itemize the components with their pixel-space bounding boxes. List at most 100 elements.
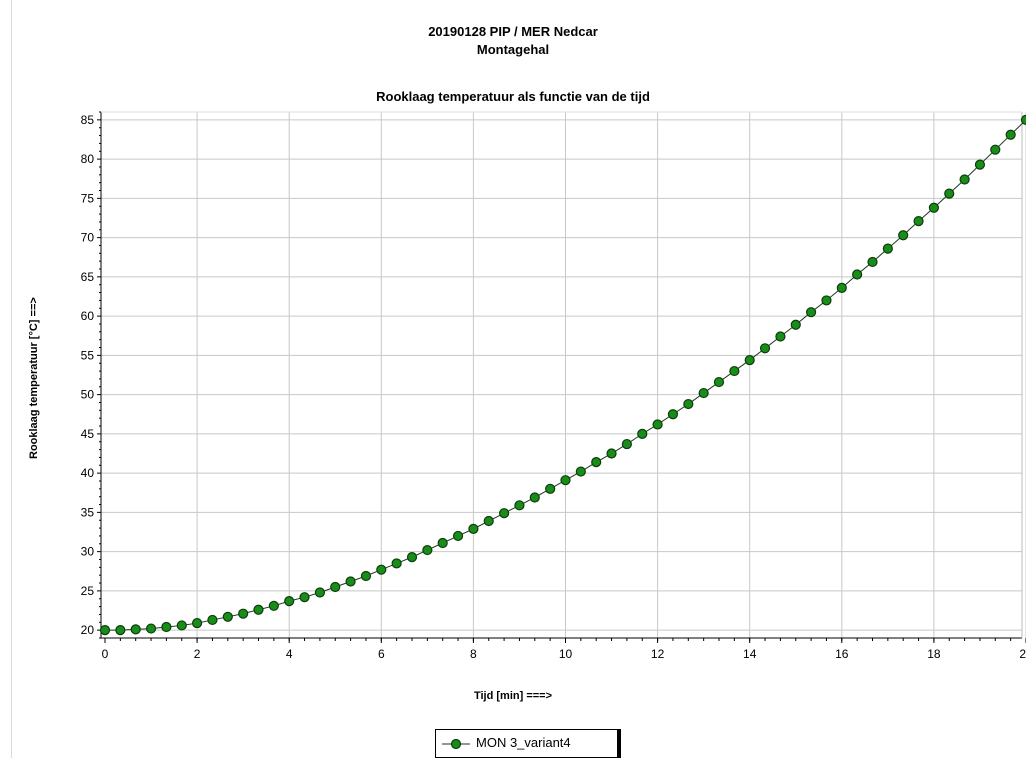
data-point (606, 448, 617, 459)
data-point (836, 282, 847, 293)
data-point (345, 576, 356, 587)
x-axis-label: Tijd [min] ===> (473, 690, 553, 702)
y-tick-label: 65 (81, 270, 95, 284)
data-point (176, 620, 187, 631)
y-axis-label: Rooklaag temperatuur [°C] ==> (28, 297, 40, 459)
data-point (99, 625, 111, 636)
data-point (621, 438, 632, 450)
y-tick-label: 75 (81, 191, 95, 205)
data-point (852, 269, 863, 280)
data-point (591, 457, 602, 468)
data-point (944, 188, 955, 199)
data-point (207, 614, 218, 626)
data-point (268, 600, 279, 611)
x-tick-label: 16 (835, 647, 849, 661)
data-point (238, 608, 249, 619)
y-tick-label: 60 (81, 309, 95, 323)
x-tick-label: 0 (102, 647, 109, 661)
y-tick-label: 35 (81, 505, 95, 519)
data-point (514, 500, 525, 511)
legend-marker-icon (442, 738, 470, 750)
data-point (713, 376, 725, 388)
y-tick-label: 50 (81, 388, 95, 402)
data-point (667, 409, 679, 420)
y-tick-label: 30 (81, 545, 95, 559)
series-layer (99, 114, 1026, 636)
data-point (759, 343, 771, 354)
data-point (990, 144, 1001, 155)
data-point (683, 398, 694, 410)
x-tick-label: 2 (194, 647, 201, 661)
chart-subtitle: Montagehal (476, 42, 550, 57)
data-point (652, 419, 663, 430)
data-point (452, 530, 464, 542)
data-point (314, 587, 326, 598)
data-point (775, 331, 786, 342)
data-point (222, 611, 233, 622)
data-point (376, 564, 387, 575)
data-point (974, 159, 986, 170)
axes (100, 111, 1023, 639)
data-point (360, 570, 372, 582)
y-tick-label: 55 (81, 348, 95, 362)
data-point (253, 604, 264, 615)
y-tick-label: 80 (81, 152, 95, 166)
x-tick-label: 12 (651, 647, 665, 661)
y-tick-label: 25 (81, 584, 95, 598)
y-tick-label: 70 (81, 231, 95, 245)
data-point (898, 230, 909, 241)
data-point (391, 558, 402, 569)
page-left-border (11, 0, 12, 758)
legend-label: MON 3_variant4 (476, 735, 571, 750)
data-point (928, 202, 940, 213)
data-point (499, 508, 510, 519)
data-point (130, 624, 141, 635)
data-point (1020, 114, 1026, 125)
data-point (575, 466, 586, 477)
data-point (744, 354, 755, 366)
data-point (145, 623, 157, 634)
data-point (545, 483, 556, 494)
chart-title: 20190128 PIP / MER Nedcar (428, 24, 598, 39)
data-point (637, 428, 648, 439)
grid-lines (101, 112, 1026, 638)
plot-title: Rooklaag temperatuur als functie van de … (376, 89, 650, 104)
x-tick-label: 6 (378, 647, 385, 661)
data-point (790, 319, 801, 330)
data-point (882, 243, 893, 254)
y-tick-label: 40 (81, 466, 95, 480)
data-point (422, 544, 433, 556)
x-tick-label: 20 (1019, 647, 1026, 661)
data-point (959, 174, 970, 185)
x-tick-label: 14 (743, 647, 757, 661)
data-point (284, 596, 295, 607)
tick-marks (97, 111, 1026, 643)
data-point (560, 475, 571, 486)
data-point (437, 537, 448, 549)
data-point (161, 621, 172, 633)
data-point (729, 365, 740, 377)
y-tick-label: 20 (81, 623, 95, 637)
data-point (805, 307, 817, 318)
y-tick-label: 85 (81, 113, 95, 127)
data-point (468, 523, 479, 534)
data-point (529, 492, 540, 503)
data-point (330, 581, 341, 593)
data-point (192, 617, 203, 629)
tick-labels: 20 25 30 35 40 45 50 55 60 65 70 75 80 85 0 2 4 6 8 10 12 14 1… (81, 113, 1026, 661)
data-point (698, 387, 709, 399)
data-point (1005, 129, 1016, 140)
data-point (115, 625, 126, 636)
x-tick-label: 8 (470, 647, 477, 661)
y-tick-label: 45 (81, 427, 95, 441)
x-tick-label: 4 (286, 647, 293, 661)
data-point (483, 515, 494, 527)
data-point (913, 216, 924, 227)
x-tick-label: 10 (559, 647, 573, 661)
legend: MON 3_variant4 (435, 729, 618, 758)
data-point (867, 256, 878, 268)
x-tick-label: 18 (927, 647, 941, 661)
data-point (406, 552, 418, 563)
data-point (299, 592, 310, 603)
